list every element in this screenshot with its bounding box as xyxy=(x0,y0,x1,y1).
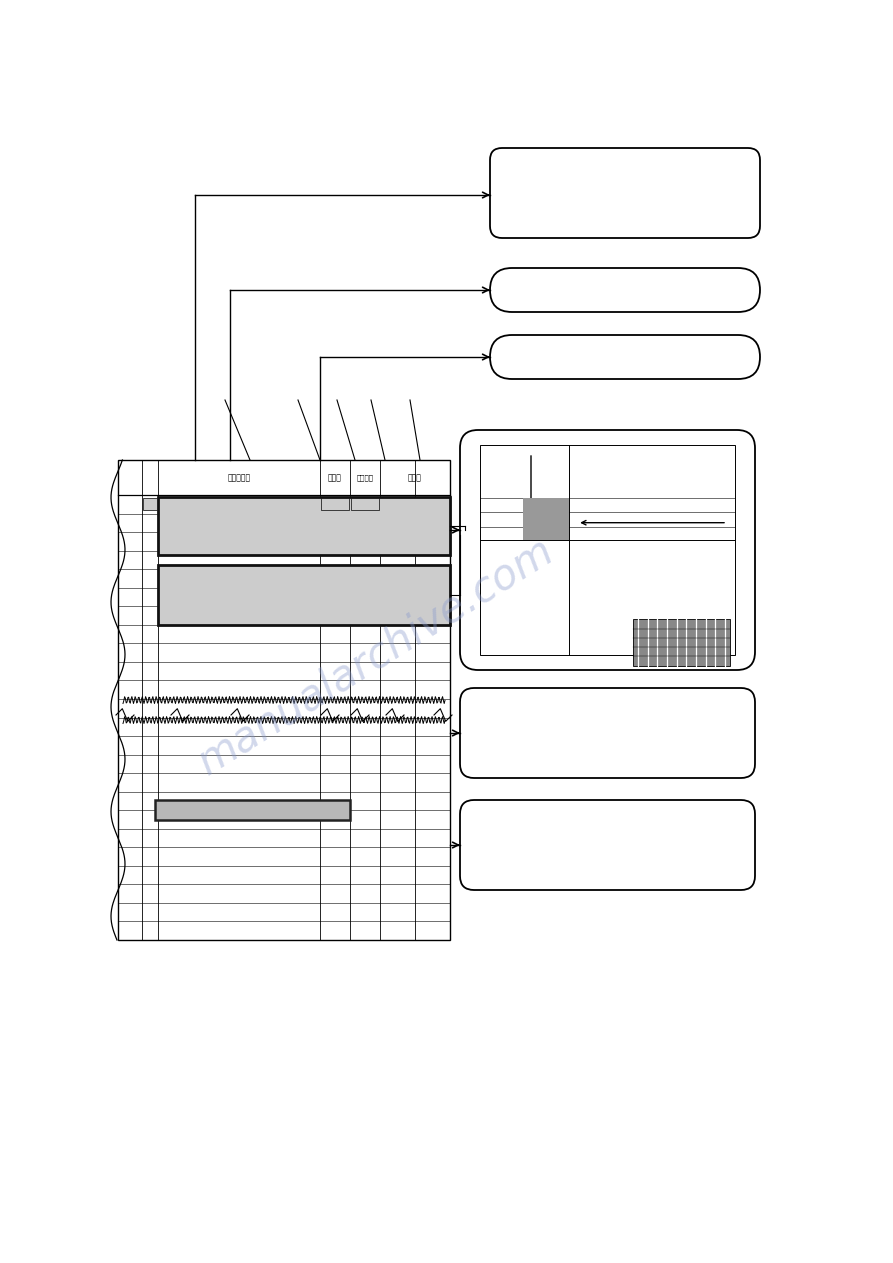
Bar xyxy=(321,498,349,510)
FancyBboxPatch shape xyxy=(490,335,760,379)
FancyBboxPatch shape xyxy=(490,268,760,312)
Bar xyxy=(351,498,379,510)
Bar xyxy=(158,565,450,625)
FancyBboxPatch shape xyxy=(460,799,755,890)
Bar xyxy=(158,498,450,554)
Bar xyxy=(155,799,350,820)
Text: 図　番: 図 番 xyxy=(328,474,342,482)
Bar xyxy=(480,445,735,655)
FancyBboxPatch shape xyxy=(460,688,755,778)
Bar xyxy=(633,619,730,666)
Bar xyxy=(523,498,569,539)
Text: アドレス: アドレス xyxy=(356,474,373,481)
Text: manualarchive.com: manualarchive.com xyxy=(189,530,561,783)
Bar xyxy=(118,460,450,940)
Text: 備　考: 備 考 xyxy=(408,474,421,482)
Bar xyxy=(143,498,157,510)
FancyBboxPatch shape xyxy=(460,429,755,669)
FancyBboxPatch shape xyxy=(490,148,760,237)
Text: 信　号　名: 信 号 名 xyxy=(228,474,251,482)
